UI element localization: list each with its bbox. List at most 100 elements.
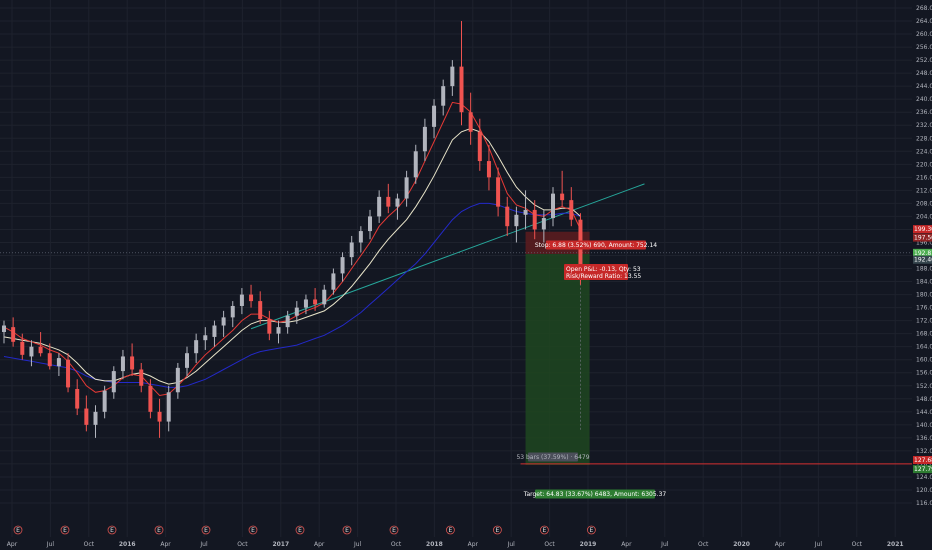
candle-body <box>276 327 281 334</box>
candle-body <box>166 392 171 422</box>
candle-body <box>148 385 153 412</box>
earnings-icon[interactable]: E <box>389 525 399 535</box>
candle-body <box>303 299 308 308</box>
y-tick-label: 220.00 <box>916 161 932 168</box>
earnings-circle <box>154 525 164 535</box>
candle-body <box>459 66 464 113</box>
candle-body <box>212 325 217 337</box>
earnings-icon[interactable]: E <box>201 525 211 535</box>
earnings-icon[interactable]: E <box>107 525 117 535</box>
x-tick-label: Jul <box>660 541 669 548</box>
y-tick-label: 264.00 <box>916 18 932 25</box>
candle-body <box>221 317 226 326</box>
earnings-icon[interactable]: E <box>342 525 352 535</box>
x-tick-label: Jul <box>507 541 516 548</box>
candle-body <box>47 353 52 367</box>
y-tick-label: 116.00 <box>916 500 932 507</box>
bars-label-bg <box>528 452 578 462</box>
earnings-icon[interactable]: E <box>295 525 305 535</box>
y-tick-label: 212.00 <box>916 187 932 194</box>
y-tick-label: 164.00 <box>916 344 932 351</box>
x-tick-label: 2019 <box>580 541 597 548</box>
earnings-letter: E <box>345 527 349 534</box>
stop-price-tag-2-bg <box>913 233 932 242</box>
y-tick-label: 156.00 <box>916 370 932 377</box>
candle-body <box>569 200 574 220</box>
y-tick-label: 232.00 <box>916 122 932 129</box>
y-tick-label: 268.00 <box>916 5 932 12</box>
y-tick-label: 204.00 <box>916 213 932 220</box>
earnings-letter: E <box>392 527 396 534</box>
open-pl-bg <box>564 264 628 280</box>
y-tick-label: 224.00 <box>916 148 932 155</box>
bars-label: 53 bars (37.59%) · 6479 <box>516 452 590 462</box>
candle-body <box>349 242 354 258</box>
candle-body <box>102 390 107 412</box>
candle-body <box>477 131 482 162</box>
candle-body <box>468 112 473 132</box>
y-tick-label: 168.00 <box>916 331 932 338</box>
y-tick-label: 256.00 <box>916 44 932 51</box>
earnings-icon[interactable]: E <box>154 525 164 535</box>
earnings-letter: E <box>543 527 547 534</box>
candle-body <box>340 257 345 274</box>
x-tick-label: Oct <box>391 541 402 548</box>
earnings-letter: E <box>204 527 208 534</box>
candle-body <box>294 307 299 316</box>
earnings-icon[interactable]: E <box>540 525 549 535</box>
y-tick-label: 160.00 <box>916 357 932 364</box>
candle-body <box>2 325 6 333</box>
target-label-text: Target: 64.83 (33.67%) 6483, Amount: 630… <box>523 491 667 498</box>
x-tick-label: Jul <box>46 541 55 548</box>
x-tick-label: Oct <box>544 541 555 548</box>
y-tick-label: 252.00 <box>916 57 932 64</box>
candle-body <box>157 411 162 422</box>
target-price-tag-bg <box>913 456 932 465</box>
earnings-icon[interactable]: E <box>60 525 70 535</box>
earnings-circle <box>492 525 502 535</box>
candle-body <box>11 327 16 342</box>
candle-body <box>20 341 25 355</box>
candle-body <box>239 294 244 306</box>
earnings-letter: E <box>110 527 114 534</box>
earnings-circle <box>248 525 258 535</box>
y-tick-label: 240.00 <box>916 96 932 103</box>
x-tick-label: 2017 <box>272 541 289 548</box>
bars-label-text: 53 bars (37.59%) · 6479 <box>516 454 589 461</box>
earnings-circle <box>540 525 549 535</box>
candle-body <box>496 177 501 207</box>
candle-body <box>285 315 290 328</box>
earnings-letter: E <box>63 527 67 534</box>
x-tick-label: 2018 <box>426 541 443 548</box>
y-tick-label: 180.00 <box>916 292 932 299</box>
target-label-bg <box>535 489 655 499</box>
stop-price-tag-2: 197.50 <box>914 235 932 242</box>
earnings-icon[interactable]: E <box>13 525 23 535</box>
candle-body <box>194 340 199 354</box>
earnings-icon[interactable]: E <box>587 525 596 535</box>
candle-body <box>84 408 89 425</box>
earnings-icon[interactable]: E <box>445 525 455 535</box>
earnings-letter: E <box>298 527 302 534</box>
earnings-circle <box>13 525 23 535</box>
candle-body <box>66 359 71 388</box>
x-tick-label: Apr <box>775 541 786 548</box>
candle-body <box>130 356 135 370</box>
candle-body <box>386 196 391 207</box>
earnings-icon[interactable]: E <box>492 525 502 535</box>
candle-body <box>523 209 528 215</box>
candle-body <box>560 193 565 201</box>
y-tick-label: 128.00 <box>916 461 932 468</box>
earnings-icon[interactable]: E <box>248 525 258 535</box>
earnings-circle <box>342 525 352 535</box>
target-label: Target: 64.83 (33.67%) 6483, Amount: 630… <box>523 489 667 499</box>
earnings-letter: E <box>496 527 500 534</box>
x-tick-label: Oct <box>237 541 248 548</box>
stop-label-text: Stop: 6.88 (3.52%) 690, Amount: 752.14 <box>535 242 657 249</box>
y-tick-label: 216.00 <box>916 174 932 181</box>
ema-fast-line <box>3 101 581 397</box>
stop-label-bg <box>546 240 646 250</box>
